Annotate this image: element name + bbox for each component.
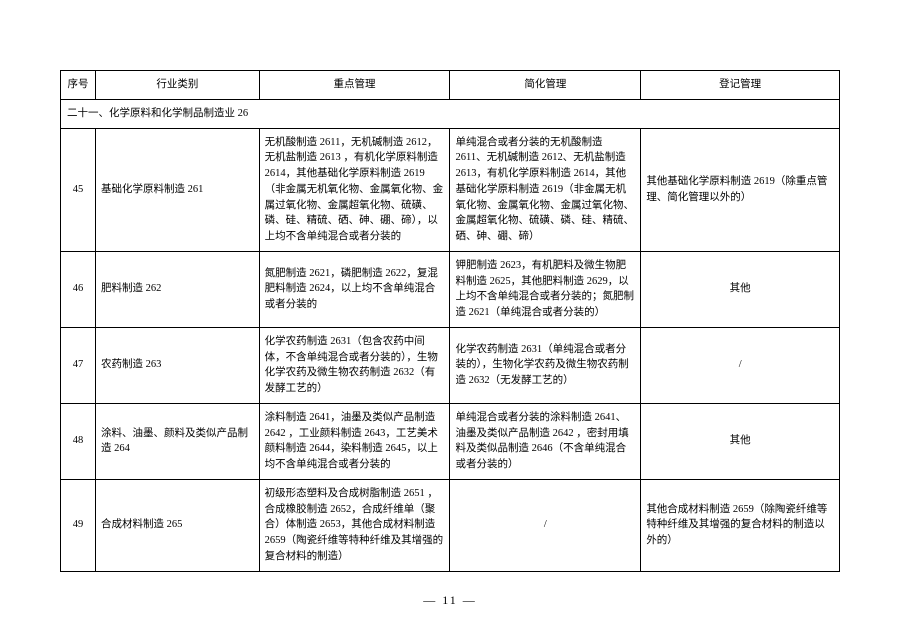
cell-reg: 其他合成材料制造 2659（除陶瓷纤维等特种纤维及其增强的复合材料的制造以外的） <box>641 479 840 571</box>
cell-simple: 化学农药制造 2631（单纯混合或者分装的），生物化学农药及微生物农药制造 26… <box>450 327 641 403</box>
cell-seq: 45 <box>61 128 96 251</box>
cell-industry: 涂料、油墨、颜料及类似产品制造 264 <box>96 403 260 479</box>
cell-reg: / <box>641 327 840 403</box>
section-title: 二十一、化学原料和化学制品制造业 26 <box>61 99 840 128</box>
cell-simple: / <box>450 479 641 571</box>
cell-key: 无机酸制造 2611，无机碱制造 2612，无机盐制造 2613 ，有机化学原料… <box>259 128 450 251</box>
table-row: 47 农药制造 263 化学农药制造 2631（包含农药中间体，不含单纯混合或者… <box>61 327 840 403</box>
cell-key: 涂料制造 2641，油墨及类似产品制造 2642 ，工业颜料制造 2643，工艺… <box>259 403 450 479</box>
cell-reg: 其他基础化学原料制造 2619（除重点管理、简化管理以外的） <box>641 128 840 251</box>
cell-reg: 其他 <box>641 403 840 479</box>
cell-industry: 肥料制造 262 <box>96 251 260 327</box>
regulation-table: 序号 行业类别 重点管理 简化管理 登记管理 二十一、化学原料和化学制品制造业 … <box>60 70 840 572</box>
header-simple: 简化管理 <box>450 71 641 100</box>
cell-key: 化学农药制造 2631（包含农药中间体，不含单纯混合或者分装的），生物化学农药及… <box>259 327 450 403</box>
cell-seq: 46 <box>61 251 96 327</box>
section-row: 二十一、化学原料和化学制品制造业 26 <box>61 99 840 128</box>
cell-simple: 钾肥制造 2623，有机肥料及微生物肥料制造 2625，其他肥料制造 2629，… <box>450 251 641 327</box>
header-row: 序号 行业类别 重点管理 简化管理 登记管理 <box>61 71 840 100</box>
header-seq: 序号 <box>61 71 96 100</box>
table-row: 45 基础化学原料制造 261 无机酸制造 2611，无机碱制造 2612，无机… <box>61 128 840 251</box>
cell-reg: 其他 <box>641 251 840 327</box>
cell-industry: 农药制造 263 <box>96 327 260 403</box>
table-row: 48 涂料、油墨、颜料及类似产品制造 264 涂料制造 2641，油墨及类似产品… <box>61 403 840 479</box>
cell-simple: 单纯混合或者分装的无机酸制造 2611、无机碱制造 2612、无机盐制造 261… <box>450 128 641 251</box>
cell-seq: 48 <box>61 403 96 479</box>
page-number: — 11 — <box>0 593 900 608</box>
cell-seq: 49 <box>61 479 96 571</box>
cell-seq: 47 <box>61 327 96 403</box>
header-industry: 行业类别 <box>96 71 260 100</box>
table-row: 49 合成材料制造 265 初级形态塑料及合成树脂制造 2651 ，合成橡胶制造… <box>61 479 840 571</box>
cell-key: 氮肥制造 2621，磷肥制造 2622，复混肥料制造 2624，以上均不含单纯混… <box>259 251 450 327</box>
cell-key: 初级形态塑料及合成树脂制造 2651 ，合成橡胶制造 2652，合成纤维单（聚合… <box>259 479 450 571</box>
cell-simple: 单纯混合或者分装的涂料制造 2641、油墨及类似产品制造 2642 ，密封用填料… <box>450 403 641 479</box>
header-key: 重点管理 <box>259 71 450 100</box>
cell-industry: 合成材料制造 265 <box>96 479 260 571</box>
cell-industry: 基础化学原料制造 261 <box>96 128 260 251</box>
header-reg: 登记管理 <box>641 71 840 100</box>
table-row: 46 肥料制造 262 氮肥制造 2621，磷肥制造 2622，复混肥料制造 2… <box>61 251 840 327</box>
